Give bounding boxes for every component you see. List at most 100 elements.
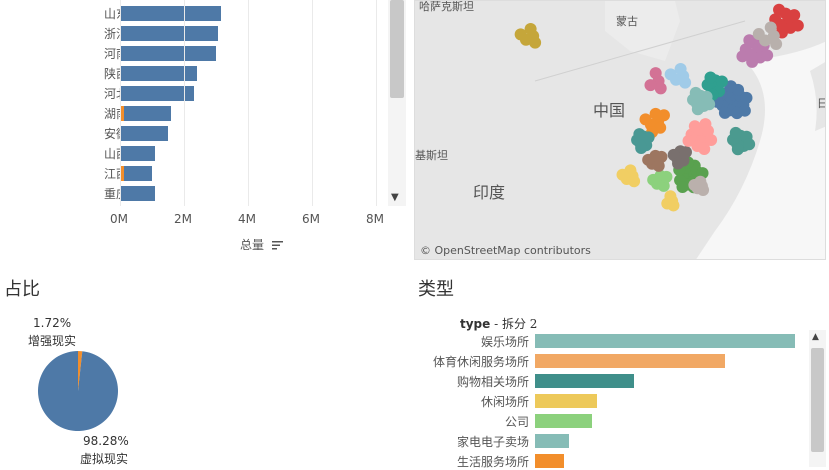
map-dot[interactable] bbox=[691, 103, 704, 116]
type-bar[interactable] bbox=[535, 414, 593, 428]
province-bar-ar[interactable] bbox=[120, 166, 124, 181]
grid-line bbox=[312, 0, 313, 206]
province-scrollbar-thumb[interactable] bbox=[390, 0, 404, 98]
map-dot[interactable] bbox=[764, 21, 777, 34]
type-bar[interactable] bbox=[535, 434, 569, 448]
map-dot[interactable] bbox=[698, 143, 711, 156]
pie-cat-vr: 虚拟现实 bbox=[80, 452, 129, 466]
map-dot[interactable] bbox=[616, 168, 629, 181]
x-tick-label: 2M bbox=[174, 212, 192, 226]
map-dot[interactable] bbox=[655, 150, 668, 163]
map-dot[interactable] bbox=[724, 80, 737, 93]
map-dot[interactable] bbox=[682, 134, 695, 147]
map-dots bbox=[514, 3, 804, 212]
type-bar[interactable] bbox=[535, 454, 564, 468]
province-bar-vr[interactable] bbox=[120, 26, 218, 41]
map-dot[interactable] bbox=[657, 109, 670, 122]
province-bar-vr[interactable] bbox=[124, 166, 152, 181]
type-label: 生活服务场所 bbox=[456, 455, 529, 469]
map-dot[interactable] bbox=[679, 76, 692, 89]
map-label-china: 中国 bbox=[593, 101, 626, 120]
map-dot[interactable] bbox=[773, 3, 786, 16]
map-dot[interactable] bbox=[740, 91, 753, 104]
type-bar[interactable] bbox=[535, 394, 598, 408]
scroll-down-icon[interactable]: ▼ bbox=[391, 192, 399, 203]
map-dot[interactable] bbox=[731, 143, 744, 156]
map-dot[interactable] bbox=[738, 104, 751, 117]
province-bar-vr[interactable] bbox=[124, 106, 172, 121]
map-dot[interactable] bbox=[674, 62, 687, 75]
map-dot[interactable] bbox=[649, 67, 662, 80]
province-bar-vr[interactable] bbox=[120, 186, 156, 201]
map-canvas bbox=[415, 1, 825, 259]
map-dot[interactable] bbox=[514, 28, 527, 41]
map-dot[interactable] bbox=[642, 131, 655, 144]
pie-pct-ar: 1.72% bbox=[33, 316, 72, 330]
type-header: type - 拆分 2 bbox=[460, 315, 537, 332]
map-dot[interactable] bbox=[654, 82, 667, 95]
map-dot[interactable] bbox=[635, 141, 648, 154]
map-dot[interactable] bbox=[699, 118, 712, 131]
map-dot[interactable] bbox=[705, 133, 718, 146]
pie-slice[interactable] bbox=[38, 351, 119, 431]
map-dot[interactable] bbox=[633, 128, 646, 141]
map-dot[interactable] bbox=[746, 55, 759, 68]
pie-slice[interactable] bbox=[78, 351, 83, 391]
map-dot[interactable] bbox=[718, 106, 731, 119]
map-dot[interactable] bbox=[524, 22, 537, 35]
map-dot[interactable] bbox=[770, 37, 783, 50]
map-dot[interactable] bbox=[743, 34, 756, 47]
map-dot[interactable] bbox=[647, 173, 660, 186]
map-dot[interactable] bbox=[642, 153, 655, 166]
map-dot[interactable] bbox=[667, 199, 680, 212]
province-bar-vr[interactable] bbox=[120, 46, 216, 61]
grid-line bbox=[184, 0, 185, 206]
map-dot[interactable] bbox=[664, 68, 677, 81]
province-bar-vr[interactable] bbox=[120, 6, 221, 21]
map-dot[interactable] bbox=[672, 157, 685, 170]
map-dot[interactable] bbox=[664, 190, 677, 203]
map-dot[interactable] bbox=[729, 126, 742, 139]
type-bar[interactable] bbox=[535, 374, 634, 388]
map-dot[interactable] bbox=[752, 28, 765, 41]
type-label: 家电电子卖场 bbox=[456, 435, 529, 449]
map-dot[interactable] bbox=[743, 138, 756, 151]
map-dot[interactable] bbox=[679, 146, 692, 159]
province-bar-vr[interactable] bbox=[120, 86, 194, 101]
province-bar-chart: 山东省浙江省河南省陕西省河北省湖南省安徽省山西省江西省重庆市 0M2M4M6M8… bbox=[0, 0, 406, 260]
map-dot[interactable] bbox=[736, 50, 749, 63]
province-bar-vr[interactable] bbox=[120, 66, 197, 81]
type-label: 购物相关场所 bbox=[456, 375, 529, 389]
pie-pct-vr: 98.28% bbox=[83, 434, 129, 448]
province-bar-ar[interactable] bbox=[120, 106, 124, 121]
map-dot[interactable] bbox=[529, 36, 542, 49]
map-dot[interactable] bbox=[688, 179, 701, 192]
type-bar[interactable] bbox=[535, 334, 795, 348]
map-dot[interactable] bbox=[704, 71, 717, 84]
map-dot[interactable] bbox=[644, 79, 657, 92]
province-bar-vr[interactable] bbox=[120, 146, 156, 161]
type-bar[interactable] bbox=[535, 354, 725, 368]
map-dot[interactable] bbox=[660, 170, 673, 183]
map-dot[interactable] bbox=[689, 86, 702, 99]
map-dot[interactable] bbox=[715, 75, 728, 88]
province-bar-vr[interactable] bbox=[120, 126, 168, 141]
map-dot[interactable] bbox=[688, 120, 701, 133]
share-pie-chart[interactable] bbox=[36, 349, 120, 433]
grid-line bbox=[248, 0, 249, 206]
scroll-up-icon[interactable]: ▲ bbox=[812, 332, 819, 342]
map-dot[interactable] bbox=[791, 19, 804, 32]
grid-line bbox=[376, 0, 377, 206]
type-scrollbar-thumb[interactable] bbox=[811, 348, 824, 452]
map-dot[interactable] bbox=[761, 49, 774, 62]
sort-descending-icon[interactable] bbox=[271, 239, 284, 253]
type-label: 体育休闲服务场所 bbox=[432, 355, 529, 369]
map-dot[interactable] bbox=[676, 181, 689, 194]
map-dot[interactable] bbox=[639, 113, 652, 126]
map-dot[interactable] bbox=[703, 98, 716, 111]
map-label-pakistan: 基斯坦 bbox=[415, 149, 448, 162]
map-dot[interactable] bbox=[788, 9, 801, 22]
map-attribution[interactable]: © OpenStreetMap contributors bbox=[420, 244, 591, 257]
china-map[interactable]: 哈萨克斯坦 蒙古 中国 基斯坦 印度 日 © OpenStreetMap con… bbox=[414, 0, 826, 260]
map-dot[interactable] bbox=[628, 175, 641, 188]
